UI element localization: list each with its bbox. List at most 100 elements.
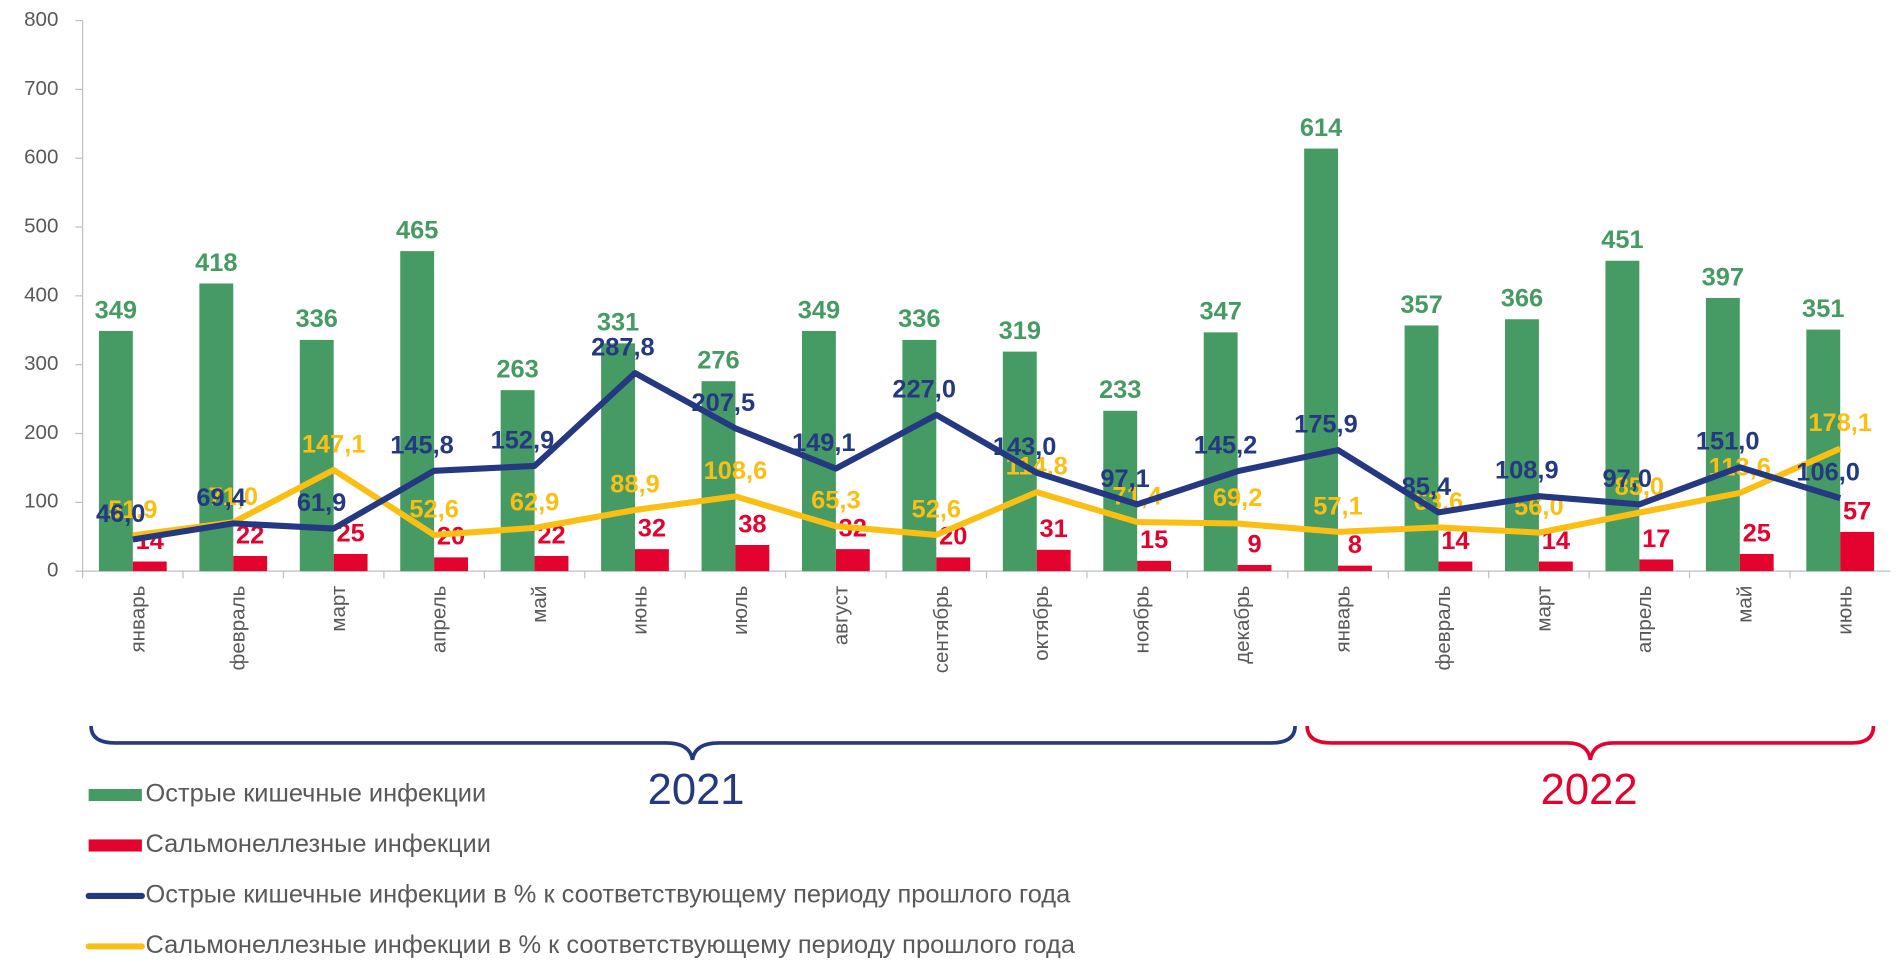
data-label: 151,0: [1696, 428, 1760, 456]
data-label: 88,9: [610, 470, 659, 498]
data-label: 71,0: [209, 483, 258, 511]
bar: [801, 330, 836, 572]
x-tick-label: январь: [126, 586, 149, 653]
brace-2021: [89, 725, 1297, 761]
bar: [434, 557, 468, 572]
line: [132, 370, 1842, 543]
legend-swatch: [88, 839, 142, 852]
data-label: 106,0: [1796, 459, 1860, 487]
x-tick-label: май: [528, 586, 551, 623]
data-label: 32: [638, 514, 666, 542]
y-tick-label: 0: [47, 559, 58, 582]
x-tick-label: февраль: [1432, 586, 1455, 671]
data-label: 233: [1099, 376, 1141, 404]
data-label: 418: [195, 249, 237, 277]
data-label: 178,1: [1808, 409, 1872, 437]
data-label: 347: [1199, 298, 1241, 326]
x-tick-label: сентябрь: [930, 586, 953, 674]
bar: [1203, 332, 1238, 572]
data-label: 57,1: [1313, 492, 1362, 520]
bar: [634, 549, 669, 572]
data-label: 65,3: [811, 487, 860, 515]
x-tick-label: август: [829, 585, 852, 645]
x-tick-label: март: [327, 585, 350, 632]
y-tick-label: 400: [24, 283, 58, 306]
data-label: 51,9: [108, 496, 157, 524]
data-label: 357: [1400, 291, 1442, 319]
x-tick-label: апрель: [1633, 586, 1656, 653]
data-label: 31: [1040, 515, 1068, 543]
data-label: 465: [396, 216, 438, 244]
legend-label: Сальмонеллезные инфекции: [146, 830, 491, 858]
data-label: 69,2: [1213, 484, 1262, 512]
data-label: 227,0: [892, 375, 956, 403]
y-tick-label: 200: [24, 421, 58, 444]
y-tick-label: 100: [24, 490, 58, 513]
x-tick-label: ноябрь: [1131, 586, 1154, 654]
bar: [735, 544, 770, 572]
data-label: 9: [1247, 530, 1261, 558]
bar: [1304, 148, 1339, 572]
year-label: 2021: [648, 766, 745, 814]
line: [132, 445, 1842, 539]
data-label: 175,9: [1294, 411, 1358, 439]
bar: [299, 339, 334, 572]
data-label: 331: [597, 309, 639, 337]
data-label: 149,1: [792, 429, 856, 457]
data-label: 97,1: [1100, 465, 1149, 493]
bar: [98, 330, 133, 572]
data-label: 61,9: [297, 489, 346, 517]
y-tick-label: 600: [24, 146, 58, 169]
x-tick-label: март: [1532, 585, 1555, 632]
x-tick-label: февраль: [227, 586, 250, 671]
bar: [534, 556, 569, 572]
data-label: 319: [999, 317, 1041, 345]
x-tick-label: апрель: [428, 586, 451, 653]
data-label: 52,6: [912, 495, 961, 523]
data-label: 46,0: [96, 500, 145, 528]
y-tick-label: 700: [24, 77, 58, 100]
x-tick-label: июль: [729, 586, 752, 635]
bar: [1705, 297, 1740, 572]
bar: [1036, 549, 1071, 572]
bar: [1404, 325, 1439, 572]
bar: [1438, 561, 1473, 572]
bar: [1739, 553, 1774, 572]
legend-swatch: [88, 788, 142, 802]
data-label: 15: [1140, 526, 1168, 554]
y-tick-label: 800: [24, 8, 58, 31]
y-tick-label: 500: [24, 214, 58, 237]
year-label: 2022: [1541, 766, 1638, 814]
data-label: 336: [296, 305, 338, 333]
data-label: 108,6: [704, 457, 768, 485]
x-tick-label: май: [1733, 586, 1756, 623]
x-tick-label: январь: [1332, 586, 1355, 653]
data-label: 143,0: [993, 433, 1057, 461]
y-tick-label: 300: [24, 352, 58, 375]
data-label: 276: [697, 347, 739, 375]
bar: [1103, 410, 1138, 572]
bar: [132, 561, 167, 572]
data-label: 147,1: [302, 430, 366, 458]
bar: [1639, 559, 1674, 572]
data-label: 25: [1743, 519, 1771, 547]
data-label: 207,5: [692, 389, 756, 417]
bar: [1237, 564, 1272, 572]
bar: [1605, 260, 1640, 572]
data-label: 52,6: [409, 495, 458, 523]
data-label: 336: [898, 305, 940, 333]
data-label: 366: [1501, 285, 1543, 313]
data-label: 62,9: [510, 488, 559, 516]
data-label: 145,8: [390, 431, 454, 459]
x-tick-label: октябрь: [1030, 586, 1053, 661]
data-label: 397: [1702, 263, 1744, 291]
data-label: 97,0: [1603, 465, 1652, 493]
data-label: 8: [1348, 531, 1362, 559]
data-label: 17: [1642, 525, 1670, 553]
brace-2022: [1305, 725, 1876, 761]
data-label: 263: [496, 356, 538, 384]
data-label: 57: [1843, 497, 1871, 525]
data-label: 108,9: [1495, 457, 1559, 485]
data-label: 145,2: [1194, 432, 1258, 460]
data-label: 69,4: [196, 484, 245, 512]
